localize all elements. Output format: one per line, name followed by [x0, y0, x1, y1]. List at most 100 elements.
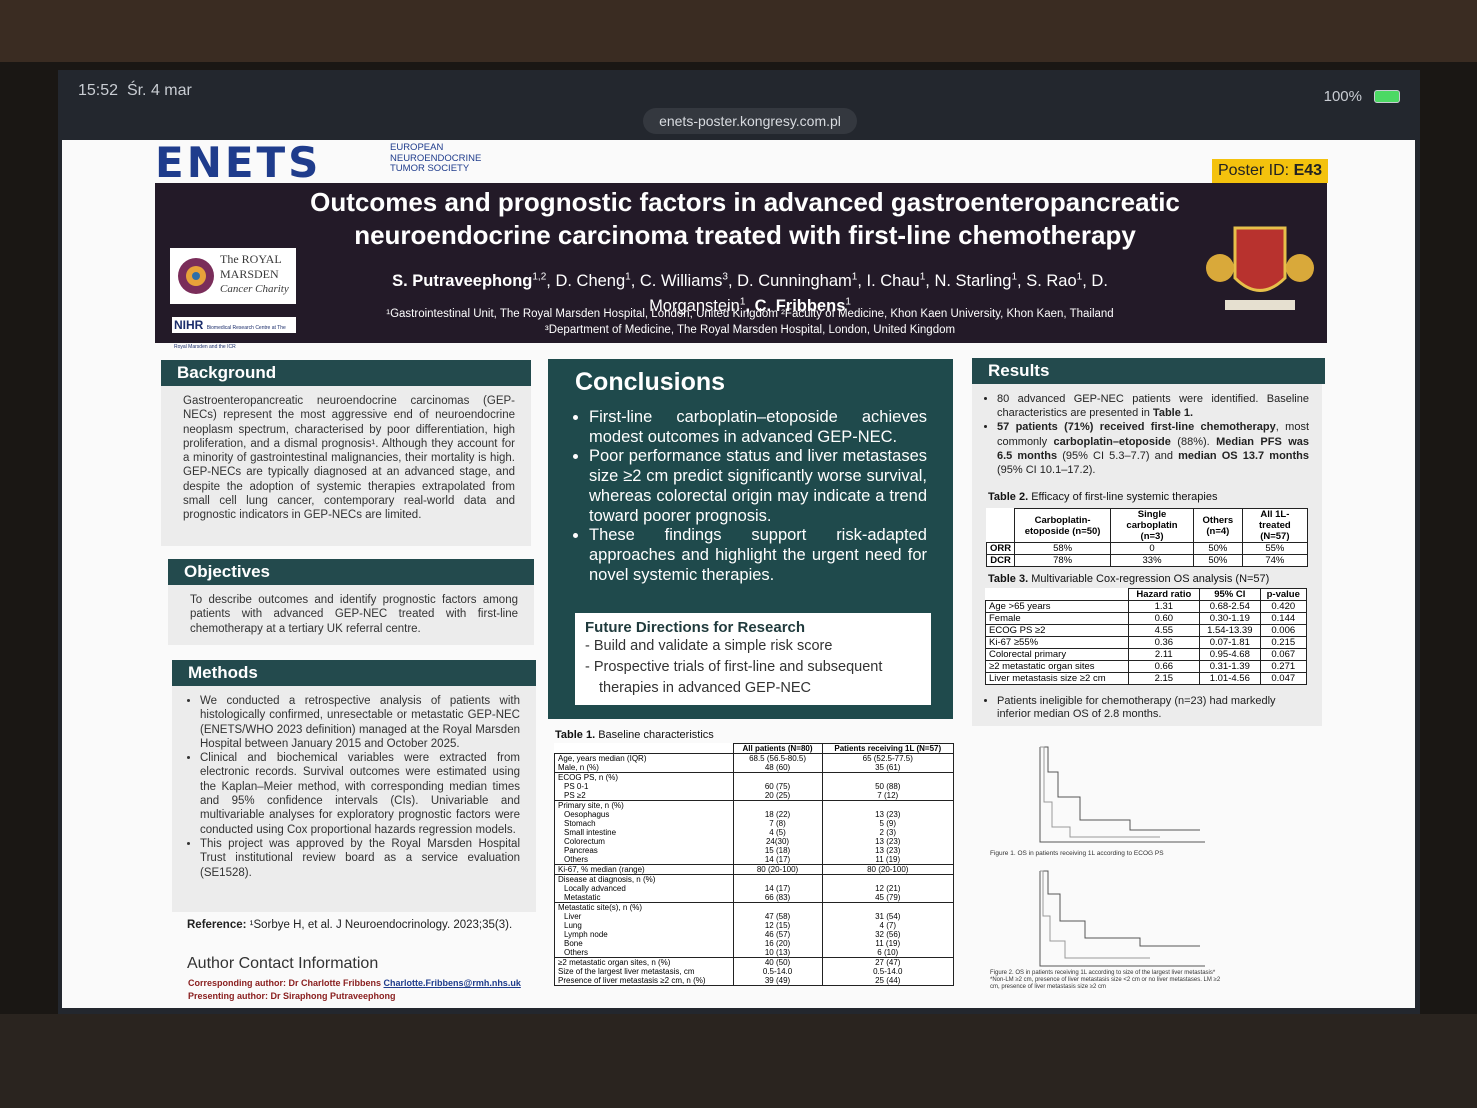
table3: Hazard ratio 95% CI p-value Age >65 years 1.…: [985, 588, 1308, 685]
battery-level: 100%: [1323, 88, 1362, 105]
table2-caption-label: Table 2.: [988, 491, 1029, 503]
value-cell: 18 (22) 7 (8) 4 (5) 24(30) 15 (18) 14 (17): [732, 800, 823, 865]
row-label: Age >65 years: [985, 600, 1129, 613]
table1: All patients (N=80) Patients receiving 1L…: [554, 743, 955, 986]
title-line: neuroendocrine carcinoma treated with fi…: [354, 220, 1136, 250]
author-name: , D. Morganstein: [649, 271, 1108, 316]
cell-value: 50 (88): [875, 782, 901, 791]
cell-value: 6 (10): [877, 948, 899, 957]
cell-value: 0.5-14.0: [873, 967, 903, 976]
corner-cell: [985, 588, 1129, 601]
result-text: (95% CI 5.3–7.7) and: [1057, 449, 1179, 462]
cell-value: 78%: [1014, 554, 1112, 567]
room-floor: [0, 1014, 1477, 1108]
row-label: Colorectal primary: [985, 648, 1129, 661]
row-label: ECOG PS, n (%) PS 0-1 PS ≥2: [554, 772, 734, 801]
future-item: - Build and validate a simple risk score: [585, 638, 833, 654]
group-row: Ki-67, % median (range) 80 (20-100) 80 (20…: [554, 864, 955, 875]
cell-value: 66 (83): [764, 893, 791, 902]
results-list: 80 advanced GEP-NEC patients were identi…: [987, 392, 1309, 477]
cell-value: 5 (9): [879, 819, 896, 828]
table2: Carboplatin-etoposide (n=50) Single carbo…: [985, 508, 1309, 567]
authors: S. Putraveephong1,2, D. Cheng1, C. Willi…: [360, 266, 1140, 317]
future-text: Build and validate a simple risk score: [593, 638, 833, 654]
cell-value: 47 (58): [764, 912, 791, 921]
poster-id-value: E43: [1293, 162, 1323, 179]
reference-label: Reference:: [187, 919, 247, 931]
value-cell: 12 (21) 45 (79): [821, 874, 955, 903]
table2-grid: Carboplatin-etoposide (n=50) Single carbo…: [985, 508, 1309, 567]
cell-value: 33%: [1110, 554, 1194, 567]
corner-cell: [986, 508, 1016, 543]
cell-value: 80 (20-100): [867, 865, 909, 874]
cell-value: 0.36: [1127, 636, 1201, 649]
cell-value: 4.55: [1127, 624, 1201, 637]
author-sup: 1: [1076, 271, 1083, 282]
row-label: Ki-67 ≥55%: [985, 636, 1129, 649]
cell-value: 0.144: [1259, 612, 1308, 625]
group-row: Age, years median (IQR) Male, n (%) 68.5 (…: [554, 753, 955, 773]
group-label: Disease at diagnosis, n (%): [558, 875, 656, 884]
url-bar[interactable]: enets-poster.kongresy.com.pl: [643, 108, 857, 134]
column-header: Carboplatin-etoposide (n=50): [1014, 508, 1112, 543]
row-label: ≥2 metastatic organ sites, n (%) Size of …: [554, 957, 734, 986]
author: , D. Morganstein1: [649, 272, 1108, 316]
author: , I. Chau1: [857, 271, 925, 290]
marsden-line: Cancer Charity: [220, 283, 289, 295]
value-cell: 27 (47) 0.5-14.0 25 (44): [821, 957, 955, 986]
title-line: Outcomes and prognostic factors in advan…: [310, 187, 1180, 217]
cell-value: 0.60: [1127, 612, 1201, 625]
result-text: (88%).: [1170, 435, 1217, 448]
group-label: Primary site, n (%): [558, 801, 624, 810]
cell-value: 65 (52.5-77.5): [862, 754, 913, 763]
data-row: ≥2 metastatic organ sites 0.66 0.31-1.39 0.…: [985, 660, 1308, 673]
row-name: Size of the largest liver metastasis, cm: [558, 967, 695, 976]
author-name: , N. Starling: [925, 271, 1012, 290]
cell-value: 25 (44): [875, 976, 901, 985]
result-text: (95% CI 10.1–17.2).: [997, 464, 1096, 477]
marsden-text: The ROYAL MARSDEN Cancer Charity: [220, 252, 289, 297]
time: 15:52: [78, 82, 119, 99]
data-row: ORR 58% 0 50% 55%: [985, 542, 1309, 555]
nihr-logo: NIHR Biomedical Research Centre at The R…: [172, 317, 296, 350]
group-label: ECOG PS, n (%): [558, 773, 619, 782]
value-cell: 13 (23) 5 (9) 2 (3) 13 (23) 13 (23) 11 (19): [821, 800, 955, 865]
table3-grid: Hazard ratio 95% CI p-value Age >65 years 1.…: [985, 588, 1308, 685]
cell-value: 60 (75): [764, 782, 791, 791]
cell-value: 31 (54): [875, 912, 901, 921]
future-item: - Prospective trials of first-line and s…: [585, 659, 883, 696]
email[interactable]: Charlotte.Fribbens@rmh.nhs.uk: [383, 978, 521, 988]
cell-value: 0.07-1.81: [1199, 636, 1261, 649]
result-text: 80 advanced GEP-NEC patients were identi…: [997, 393, 1309, 420]
data-row: Ki-67 ≥55% 0.36 0.07-1.81 0.215: [985, 636, 1308, 649]
cell-value: 10 (13): [764, 948, 791, 957]
methods-box: We conducted a retrospective analysis of…: [172, 686, 536, 912]
table3-caption-text: Multivariable Cox-regression OS analysis…: [1031, 573, 1270, 585]
cell-value: 0.95-4.68: [1199, 648, 1261, 661]
battery-icon: [1374, 90, 1400, 103]
poster-id-label: Poster ID:: [1217, 162, 1290, 179]
cell-value: 55%: [1241, 542, 1309, 555]
enets-logo: ENETS: [155, 138, 322, 187]
cell-value: 0.30-1.19: [1199, 612, 1261, 625]
header-row: Hazard ratio 95% CI p-value: [985, 588, 1308, 601]
future-text: Prospective trials of first-line and sub…: [593, 659, 883, 696]
row-name: Pancreas: [564, 846, 598, 855]
presenting: Presenting author: Dr Siraphong Putravee…: [188, 991, 396, 1001]
cell-value: 7 (8): [769, 819, 786, 828]
group-row: ECOG PS, n (%) PS 0-1 PS ≥2 60 (75) 20 (25) 5…: [554, 772, 955, 801]
table1-caption-label: Table 1.: [555, 729, 596, 741]
corresponding-author: Corresponding author: Dr Charlotte Fribb…: [188, 978, 382, 988]
value-cell: 31 (54) 4 (7) 32 (56) 11 (19) 6 (10): [821, 902, 955, 958]
result-text: , most commonly: [997, 421, 1309, 448]
group-row: ≥2 metastatic organ sites, n (%) Size of …: [554, 957, 955, 986]
cell-value: 14 (17): [764, 855, 791, 864]
result-bold: median OS 13.7 months: [1178, 449, 1310, 462]
cell-value: 0.31-1.39: [1199, 660, 1261, 673]
cell-value: 0.68-2.54: [1199, 600, 1261, 613]
cell-value: 0.271: [1259, 660, 1308, 673]
value-cell: 50 (88) 7 (12): [821, 772, 955, 801]
value-cell: 65 (52.5-77.5) 35 (61): [821, 753, 955, 773]
author-sup: 1,2: [532, 271, 547, 282]
